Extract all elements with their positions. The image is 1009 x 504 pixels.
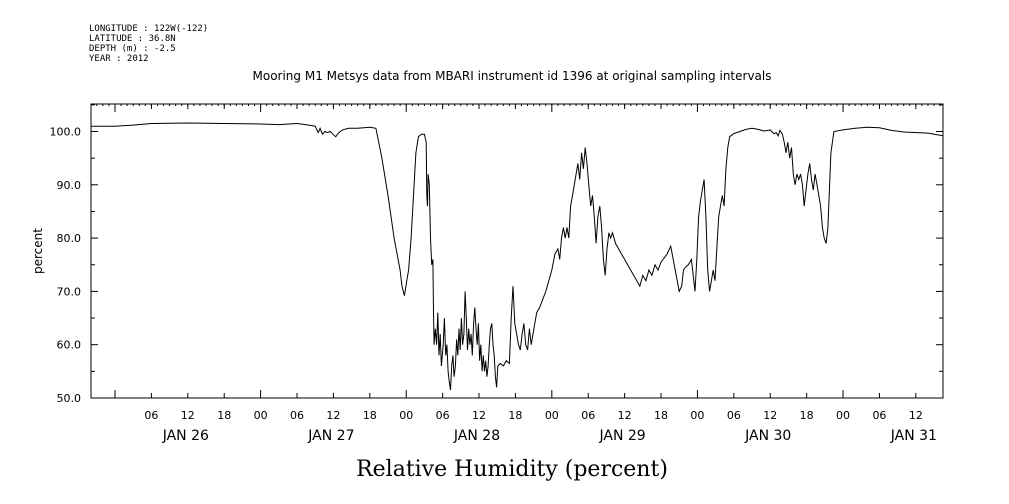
x-hour-label: 18 — [508, 409, 522, 422]
x-day-label: JAN 31 — [890, 428, 937, 444]
x-axis: 06 12 18 00 06 12 18 00 06 12 18 00 06 12 18 00 06 12 18 00… — [96, 104, 941, 444]
x-hour-label: 06 — [727, 409, 741, 422]
x-hour-label: 12 — [326, 409, 340, 422]
x-day-label: JAN 28 — [453, 428, 500, 444]
y-tick-label: 50.0 — [57, 392, 82, 405]
x-hour-label: 00 — [836, 409, 850, 422]
latitude-label: LATITUDE : 36.8N — [89, 34, 176, 44]
x-hour-label: 12 — [618, 409, 632, 422]
year-label: YEAR : 2012 — [89, 54, 149, 64]
x-day-label: JAN 30 — [744, 428, 791, 444]
y-tick-label: 80.0 — [57, 232, 82, 245]
x-hour-label: 18 — [800, 409, 814, 422]
x-hour-label: 12 — [472, 409, 486, 422]
y-tick-label: 100.0 — [50, 126, 82, 139]
x-hour-label: 12 — [181, 409, 195, 422]
y-tick-label: 70.0 — [57, 285, 82, 298]
depth-label: DEPTH (m) : -2.5 — [89, 44, 176, 54]
x-hour-label: 00 — [254, 409, 268, 422]
series-line — [91, 122, 944, 391]
x-hour-label: 06 — [581, 409, 595, 422]
y-tick-label: 90.0 — [57, 179, 82, 192]
x-hour-label: 12 — [763, 409, 777, 422]
plot-frame — [90, 103, 944, 399]
chart-title: Mooring M1 Metsys data from MBARI instru… — [253, 69, 772, 83]
x-hour-label: 06 — [872, 409, 886, 422]
x-day-label: JAN 29 — [599, 428, 646, 444]
x-axis-title: Relative Humidity (percent) — [356, 457, 668, 482]
x-hour-label: 06 — [290, 409, 304, 422]
x-hour-label: 00 — [545, 409, 559, 422]
x-hour-label: 12 — [909, 409, 923, 422]
y-axis-label: percent — [31, 228, 45, 274]
longitude-label: LONGITUDE : 122W(-122) — [89, 24, 208, 34]
x-hour-label: 06 — [436, 409, 450, 422]
x-hour-label: 18 — [363, 409, 377, 422]
x-hour-label: 06 — [144, 409, 158, 422]
x-day-label: JAN 27 — [307, 428, 354, 444]
y-axis: 50.0 60.0 70.0 80.0 90.0 100.0 — [50, 104, 943, 405]
x-hour-label: 18 — [654, 409, 668, 422]
x-day-label: JAN 26 — [162, 428, 209, 444]
x-hour-label: 00 — [690, 409, 704, 422]
x-hour-label: 00 — [399, 409, 413, 422]
x-hour-label: 18 — [217, 409, 231, 422]
y-tick-label: 60.0 — [57, 339, 82, 352]
metadata-block: LONGITUDE : 122W(-122) LATITUDE : 36.8N … — [89, 24, 208, 64]
